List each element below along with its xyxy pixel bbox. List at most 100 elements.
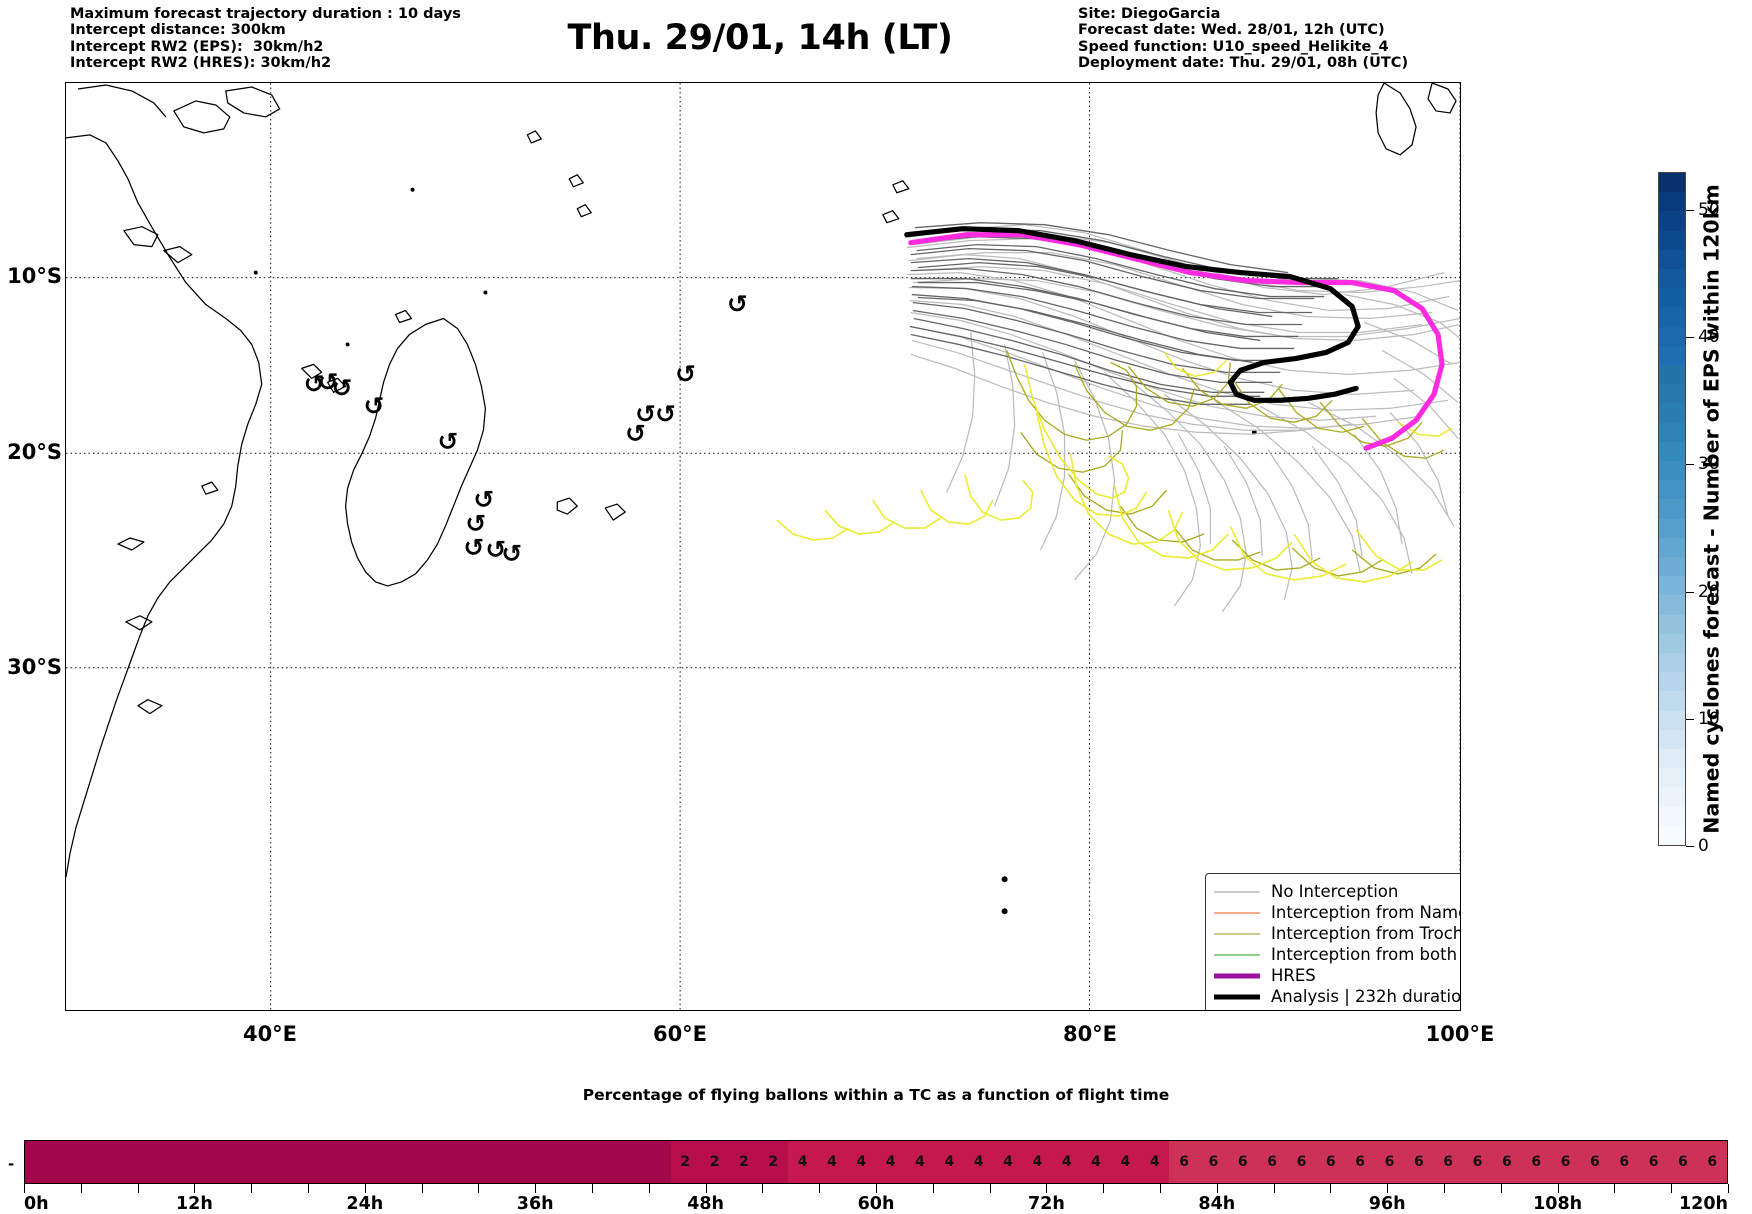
colorbar-segment-21 [1659,422,1685,442]
percentage-cell-22: 2 [670,1141,700,1183]
site-metadata-line-3: Deployment date: Thu. 29/01, 08h (UTC) [1078,54,1409,71]
percentage-cell-34: 4 [1022,1141,1053,1183]
legend-label: Interception from Named cyclone [1271,903,1460,922]
axis-minor-tick [80,1184,82,1193]
axis-minor-tick [1273,1184,1275,1193]
axis-minor-tick [1330,1184,1332,1193]
axis-tick-label-2: 24h [346,1194,384,1214]
legend-item-2[interactable]: Interception from Trochoid [1214,923,1460,944]
percentage-cell-32: 4 [964,1141,994,1183]
svg-text:↺: ↺ [485,535,506,564]
axis-minor-tick [1160,1184,1161,1193]
percentage-cell-42: 6 [1257,1141,1287,1183]
axis-minor-tick [194,1184,196,1193]
percentage-cell-12 [377,1141,407,1183]
legend-item-1[interactable]: Interception from Named cyclone [1214,902,1460,923]
map-canvas: ↺ ↺ ↺ ↺ ↺ ↺ ↺ ↺ ↺ ↺ ↺ ↺ ↺ ↺ ↺ [66,83,1460,1010]
colorbar-segment-32 [1659,211,1685,231]
axis-minor-tick [1614,1184,1616,1193]
axis-minor-tick [1046,1184,1048,1193]
axis-tick-label-5: 60h [857,1194,895,1214]
svg-text:↺: ↺ [625,419,646,448]
colorbar-segment-20 [1659,441,1685,461]
colorbar-tick-label-5: 50 [1698,200,1720,221]
colorbar-segment-25 [1659,345,1685,365]
axis-minor-tick [819,1184,821,1193]
map-legend: No Interception Interception from Named c… [1205,873,1460,1010]
percentage-cell-8 [259,1141,290,1183]
lon-tick-label-2: 80°E [1062,1022,1118,1046]
percentage-cell-48: 6 [1433,1141,1463,1183]
percentage-cell-2 [83,1141,114,1183]
lat-tick-label-1: 20°S [7,440,62,464]
axis-minor-tick [876,1184,877,1193]
svg-text:↺: ↺ [463,533,484,562]
colorbar-tick-3 [1686,464,1694,466]
hres-trajectory [908,232,1445,451]
lon-tick-label-1: 60°E [652,1022,708,1046]
legend-label: Interception from both [1271,945,1458,964]
percentage-cell-16 [494,1141,524,1183]
percentage-cell-1 [54,1141,84,1183]
axis-minor-tick [535,1184,537,1193]
colorbar-segment-11 [1659,614,1685,634]
map-panel[interactable]: ↺ ↺ ↺ ↺ ↺ ↺ ↺ ↺ ↺ ↺ ↺ ↺ ↺ ↺ ↺ No Interce… [65,82,1461,1011]
percentage-cell-50: 6 [1492,1141,1522,1183]
legend-item-3[interactable]: Interception from both [1214,944,1460,965]
percentage-cell-14 [435,1141,466,1183]
percentage-cell-46: 6 [1374,1141,1405,1183]
percentage-cell-10 [318,1141,348,1183]
axis-minor-tick [478,1184,480,1193]
legend-item-0[interactable]: No Interception [1214,881,1460,902]
axis-tick-label-10: 120h [1679,1194,1728,1214]
svg-text:↺: ↺ [304,369,325,398]
colorbar-segment-8 [1659,672,1685,692]
percentage-cell-54: 6 [1609,1141,1639,1183]
percentage-cell-52: 6 [1550,1141,1581,1183]
percentage-cell-40: 6 [1198,1141,1229,1183]
colorbar: 0 10 20 30 40 50 [1658,172,1720,856]
legend-label: TC obs. for analysis duration [1271,1007,1460,1010]
axis-minor-tick [137,1184,139,1193]
forecast-parameter-line-1: Intercept distance: 300km [70,22,286,39]
percentage-cell-30: 4 [905,1141,935,1183]
legend-line-swatch [1214,926,1260,942]
forecast-parameter-line-0: Maximum forecast trajectory duration : 1… [70,6,461,22]
graticule [66,83,1460,1010]
percentage-cell-33: 4 [993,1141,1023,1183]
lat-tick-label-0: 10°S [7,264,62,288]
percentage-cell-3 [113,1141,143,1183]
forecast-parameter-line-2: Intercept RW2 (EPS): 30km/h2 [70,38,324,55]
svg-text:↺: ↺ [332,373,353,402]
percentage-cell-57: 6 [1697,1141,1727,1183]
svg-text:↺: ↺ [675,359,696,388]
colorbar-segment-4 [1659,748,1685,769]
legend-item-6[interactable]: ↺ TC obs. for analysis duration [1214,1007,1460,1010]
percentage-cell-29: 4 [875,1141,906,1183]
colorbar-label-text: Named cyclones forecast - Number of EPS … [1700,184,1724,834]
colorbar-segment-14 [1659,556,1685,577]
percentage-bar-axis: 0h 12h 24h 36h 48h 60h 72h 84h 96h 108h 120h [24,1184,1729,1214]
legend-item-4[interactable]: HRES [1214,965,1460,986]
percentage-cell-47: 6 [1404,1141,1434,1183]
legend-line-swatch [1214,968,1260,984]
axis-minor-tick [1216,1184,1218,1193]
legend-item-5[interactable]: Analysis | 232h duration [1214,986,1460,1007]
colorbar-segment-19 [1659,460,1685,481]
colorbar-gradient [1658,172,1686,846]
island-dots [253,187,1257,915]
percentage-cell-6 [201,1141,231,1183]
axis-minor-tick [932,1184,934,1193]
colorbar-tick-1 [1686,718,1694,720]
axis-minor-tick [705,1184,707,1193]
percentage-cell-26: 4 [787,1141,818,1183]
colorbar-segment-16 [1659,518,1685,538]
colorbar-segment-9 [1659,652,1685,673]
colorbar-segment-23 [1659,384,1685,404]
colorbar-segment-1 [1659,806,1685,826]
svg-text:↺: ↺ [437,427,458,456]
axis-minor-tick [308,1184,309,1193]
colorbar-segment-30 [1659,249,1685,269]
percentage-cell-27: 4 [817,1141,847,1183]
axis-minor-tick [251,1184,253,1193]
